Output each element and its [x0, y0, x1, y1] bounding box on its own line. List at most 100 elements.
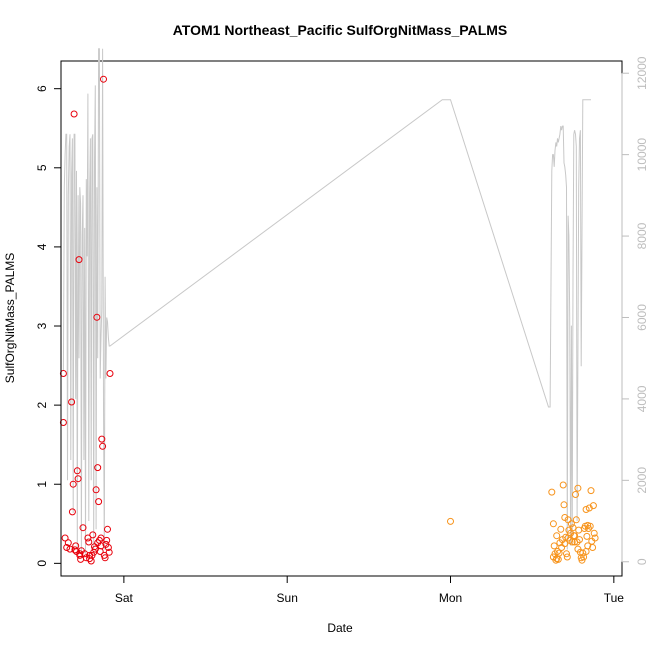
data-point	[68, 398, 76, 406]
data-point	[573, 538, 581, 546]
data-point	[589, 544, 597, 551]
data-point	[561, 540, 569, 548]
data-point	[584, 521, 592, 529]
data-point	[68, 508, 76, 516]
x-axis: Sat Sun Mon Tue	[115, 575, 625, 605]
data-point	[580, 553, 588, 561]
data-point	[559, 481, 567, 489]
data-point	[71, 546, 79, 554]
altitude-line-path	[62, 48, 591, 554]
data-point	[66, 545, 74, 553]
data-point	[579, 549, 587, 557]
data-point	[85, 538, 93, 546]
data-point	[549, 553, 557, 561]
y-axis: 0 1 2 3 4 5 6	[35, 85, 62, 567]
y-tick-label: 6	[35, 85, 49, 92]
y-axis-title: SulfOrgNitMass_PALMS	[3, 253, 17, 383]
x-tick-label: Tue	[604, 591, 625, 605]
data-point	[93, 313, 101, 321]
data-point	[583, 532, 591, 540]
y2-tick-label: 8000	[635, 222, 649, 249]
data-point	[77, 555, 85, 563]
data-point	[590, 529, 598, 537]
y2-tick-label: 10000	[635, 138, 649, 172]
data-points	[59, 75, 599, 565]
data-point	[554, 548, 561, 555]
data-point	[97, 542, 105, 550]
data-point	[587, 487, 595, 495]
data-point	[569, 524, 577, 532]
data-point	[106, 370, 114, 377]
data-point	[76, 550, 84, 558]
y2-tick-label: 2000	[635, 467, 649, 494]
y2-tick-label: 6000	[635, 304, 649, 331]
data-point	[79, 524, 87, 532]
y2-tick-label: 0	[635, 558, 649, 565]
data-point	[63, 544, 71, 551]
y-tick-label: 1	[35, 481, 49, 488]
data-point	[104, 525, 111, 533]
data-point	[86, 551, 94, 559]
data-point	[576, 536, 583, 544]
data-point	[572, 491, 579, 498]
data-point	[70, 110, 78, 118]
data-point	[73, 467, 81, 475]
data-point	[69, 480, 77, 488]
data-point	[104, 544, 112, 551]
x-tick-label: Sat	[115, 591, 134, 605]
data-point	[548, 488, 556, 496]
data-point	[75, 256, 83, 264]
data-point	[555, 549, 563, 557]
data-point	[567, 520, 575, 528]
data-point	[105, 548, 113, 556]
data-point	[81, 550, 89, 558]
data-point	[447, 517, 454, 525]
data-point	[557, 525, 565, 533]
data-point	[572, 516, 580, 524]
plot-frame	[60, 60, 623, 577]
data-point	[563, 553, 571, 561]
data-point	[575, 526, 583, 534]
data-point	[84, 534, 92, 542]
data-point	[100, 75, 107, 83]
data-point	[95, 498, 103, 506]
data-point	[74, 475, 82, 483]
data-point	[61, 534, 69, 542]
data-point	[560, 501, 568, 509]
data-point	[103, 536, 111, 544]
y-tick-label: 5	[35, 164, 49, 171]
data-point	[563, 550, 570, 558]
data-point	[564, 534, 572, 542]
data-point	[582, 506, 590, 513]
data-point	[549, 520, 557, 528]
data-point	[571, 532, 579, 540]
x-tick-label: Mon	[439, 591, 462, 605]
data-point	[98, 435, 106, 443]
y-tick-label: 0	[35, 560, 49, 567]
data-point	[64, 539, 72, 547]
x-tick-label: Sun	[277, 591, 298, 605]
data-point	[574, 484, 582, 492]
data-point	[92, 486, 100, 494]
y-tick-label: 4	[35, 243, 49, 250]
data-point	[97, 534, 105, 542]
data-point	[99, 442, 107, 450]
altitude-line	[62, 48, 591, 554]
y2-tick-label: 12000	[635, 56, 649, 90]
data-point	[94, 464, 102, 472]
data-point	[582, 548, 590, 555]
data-point	[89, 531, 97, 539]
y2-tick-label: 4000	[635, 385, 649, 412]
y-tick-label: 3	[35, 322, 49, 329]
x-axis-title: Date	[327, 621, 353, 635]
data-point	[101, 554, 109, 562]
data-point	[574, 545, 582, 553]
chart-title: ATOM1 Northeast_Pacific SulfOrgNitMass_P…	[173, 22, 508, 38]
data-point	[59, 419, 67, 426]
data-point	[553, 532, 561, 540]
data-point	[550, 542, 558, 550]
data-point	[59, 370, 67, 377]
y2-axis: 0 2000 4000 6000 8000 10000 12000	[621, 56, 649, 565]
data-point	[568, 538, 576, 546]
